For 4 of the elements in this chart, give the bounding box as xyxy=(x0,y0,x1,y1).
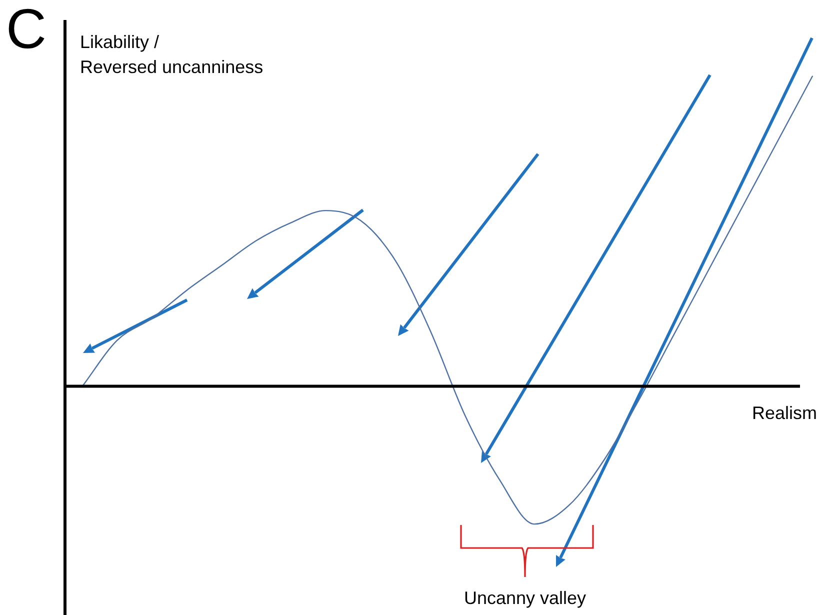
x-axis-title: Realism xyxy=(752,403,818,424)
y-axis-title: Likability / Reversed uncanniness xyxy=(80,31,264,79)
text: Uncanny valley xyxy=(462,588,588,609)
text: C xyxy=(6,0,46,62)
